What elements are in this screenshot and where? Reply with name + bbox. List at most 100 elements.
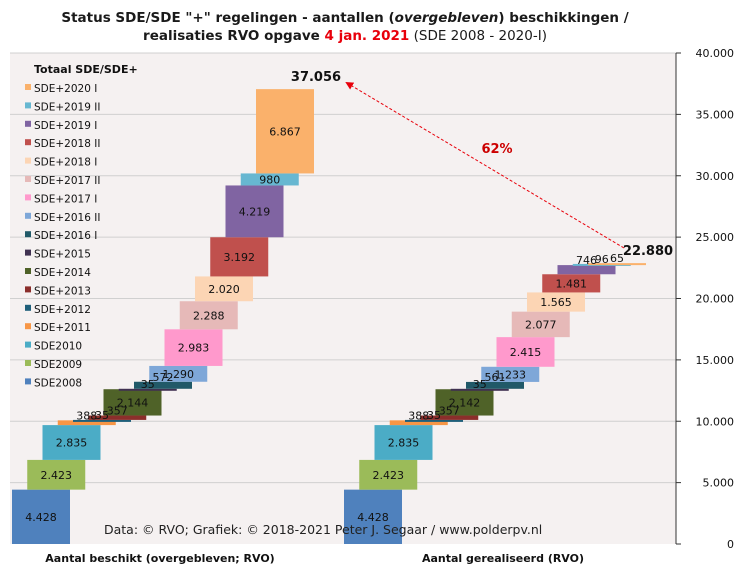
y-tick-label-6: 30.000	[696, 170, 735, 183]
bar-0-2	[42, 425, 101, 460]
y-tick-label-1: 5.000	[703, 477, 735, 490]
legend-entry-12: SDE+2012	[34, 304, 91, 316]
legend-entry-0: SDE+2020 I	[34, 83, 97, 95]
bar-1-11	[511, 311, 570, 338]
x-category-label-0: Aantal beschikt (overgebleven; RVO)	[45, 552, 274, 565]
bar-label-0-14: 4.219	[239, 205, 271, 218]
legend-swatch-0	[25, 84, 31, 90]
bar-1-6	[435, 389, 494, 416]
bar-0-11	[179, 301, 238, 330]
legend-entry-15: SDE2009	[34, 359, 82, 371]
legend-entry-7: SDE+2016 II	[34, 212, 100, 224]
bar-1-0	[344, 489, 402, 544]
legend-entry-4: SDE+2018 I	[34, 157, 97, 169]
bar-label-1-11: 2.077	[525, 318, 557, 331]
y-tick-label-5: 25.000	[696, 231, 735, 244]
bar-0-14	[225, 185, 284, 238]
credit-text: Data: © RVO; Grafiek: © 2018-2021 Peter …	[104, 522, 542, 537]
bar-0-6	[103, 389, 162, 416]
bar-1-13	[542, 274, 601, 293]
bar-0-12	[195, 276, 253, 302]
bar-label-0-13: 3.192	[224, 251, 256, 264]
legend-swatch-10	[25, 268, 31, 274]
legend-swatch-7	[25, 212, 31, 219]
legend-entry-16: SDE2008	[34, 377, 82, 389]
bar-0-1	[27, 459, 86, 490]
bar-label-1-4: 35	[427, 409, 441, 422]
y-tick-label-7: 35.000	[696, 108, 735, 121]
legend-swatch-5	[25, 176, 31, 182]
legend-title: Totaal SDE/SDE+	[34, 63, 138, 76]
bar-label-1-14: 746	[576, 254, 597, 267]
bar-0-15	[240, 173, 299, 186]
bar-label-1-2: 2.835	[388, 437, 420, 450]
bar-label-0-0: 4.428	[25, 511, 57, 524]
legend-swatch-2	[25, 120, 31, 127]
legend-swatch-16	[25, 378, 31, 385]
bar-0-4	[73, 419, 131, 422]
y-tick-label-4: 20.000	[696, 293, 735, 306]
legend-entry-9: SDE+2015	[34, 249, 91, 261]
bar-1-3	[389, 420, 448, 426]
legend-entry-6: SDE+2017 I	[34, 193, 97, 205]
bar-1-9	[481, 366, 540, 382]
y-tick-label-3: 15.000	[696, 354, 735, 367]
legend-swatch-3	[25, 139, 31, 146]
legend-entry-11: SDE+2013	[34, 285, 91, 297]
bar-label-1-13: 1.481	[556, 277, 588, 290]
bar-0-8	[134, 381, 192, 389]
bar-label-1-16: 65	[610, 252, 624, 265]
bar-label-1-1: 2.423	[373, 469, 405, 482]
bar-labels: 4.4282.4232.835388353572.144355721.2902.…	[25, 125, 624, 524]
legend-swatch-9	[25, 249, 31, 256]
bar-1-5	[420, 415, 479, 420]
bar-1-1	[359, 459, 418, 490]
bars	[12, 89, 646, 544]
bar-label-1-0: 4.428	[357, 511, 389, 524]
bar-1-16	[588, 263, 646, 266]
bar-label-0-1: 2.423	[41, 469, 73, 482]
bar-label-1-6: 2.142	[449, 396, 481, 409]
legend-swatch-1	[25, 102, 31, 109]
bar-label-0-10: 2.983	[178, 342, 210, 355]
legend-swatch-6	[25, 194, 31, 201]
x-category-label-1: Aantal gerealiseerd (RVO)	[422, 552, 584, 565]
legend: Totaal SDE/SDE+ SDE+2020 I SDE+2019 II SDE+…	[25, 63, 138, 389]
legend-swatch-15	[25, 360, 31, 366]
bar-0-13	[210, 237, 269, 277]
legend-entry-14: SDE2010	[34, 341, 82, 353]
legend-swatch-14	[25, 341, 31, 348]
bar-label-1-3: 388	[408, 409, 429, 422]
legend-entry-3: SDE+2018 II	[34, 138, 100, 150]
legend-swatch-12	[25, 304, 31, 311]
annotations: 37.056 22.880 62%	[291, 70, 673, 259]
chart-title-line1: Status SDE/SDE "+" regelingen - aantalle…	[61, 10, 628, 26]
bar-label-1-12: 1.565	[540, 296, 572, 309]
reduction-percentage: 62%	[481, 142, 512, 157]
legend-swatch-11	[25, 286, 31, 293]
legend-entry-13: SDE+2011	[34, 322, 91, 334]
bar-label-0-3: 388	[76, 409, 97, 422]
y-axis: 0 5.000 10.000 15.000 20.000 25.000 30.000 35.0…	[675, 47, 735, 551]
reduction-arrow	[345, 81, 625, 249]
bar-label-1-5: 357	[439, 405, 460, 418]
bar-label-0-9: 1.290	[163, 368, 195, 381]
bar-label-1-7: 35	[473, 378, 487, 391]
bar-label-0-15: 980	[259, 173, 280, 186]
total-label-0: 37.056	[291, 70, 341, 85]
bar-label-0-16: 6.867	[269, 125, 301, 138]
legend-swatch-13	[25, 323, 31, 330]
bar-label-0-11: 2.288	[193, 309, 225, 322]
bar-0-3	[57, 420, 116, 426]
bar-0-5	[88, 415, 147, 420]
bar-1-14	[557, 265, 616, 275]
y-tick-label-0: 0	[727, 538, 734, 551]
bar-label-1-15: 96	[595, 253, 609, 266]
legend-entry-10: SDE+2014	[34, 267, 91, 279]
bar-label-0-4: 35	[95, 409, 109, 422]
legend-entry-2: SDE+2019 I	[34, 120, 97, 132]
total-label-1: 22.880	[623, 244, 673, 259]
bar-0-10	[164, 329, 223, 366]
y-tick-label-8: 40.000	[696, 47, 735, 60]
